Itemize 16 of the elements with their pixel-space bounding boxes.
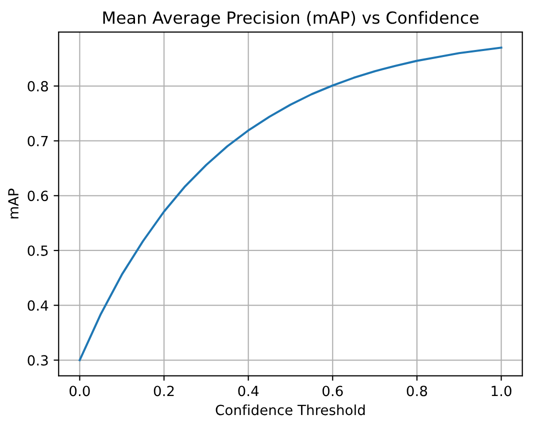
x-tick-label: 1.0 — [492, 386, 512, 396]
x-tick-label: 0.0 — [70, 386, 90, 396]
y-axis-title: mAP — [8, 188, 18, 218]
x-tick-label: 0.6 — [322, 386, 343, 396]
y-tick-label: 0.3 — [28, 355, 48, 366]
y-tick-label: 0.5 — [28, 245, 48, 256]
y-tick-label: 0.4 — [28, 300, 48, 311]
x-tick-label: 0.4 — [238, 386, 259, 396]
x-axis-title: Confidence Threshold — [216, 404, 365, 416]
line-series — [78, 46, 502, 362]
y-tick-label: 0.6 — [28, 190, 48, 202]
y-tick-label: 0.8 — [28, 80, 48, 92]
x-tick-label: 0.8 — [406, 386, 428, 396]
x-tick-label: 0.2 — [154, 386, 174, 396]
chart-title: Mean Average Precision (mAP) vs Confidence — [103, 11, 478, 28]
y-tick-label: 0.7 — [28, 136, 48, 146]
